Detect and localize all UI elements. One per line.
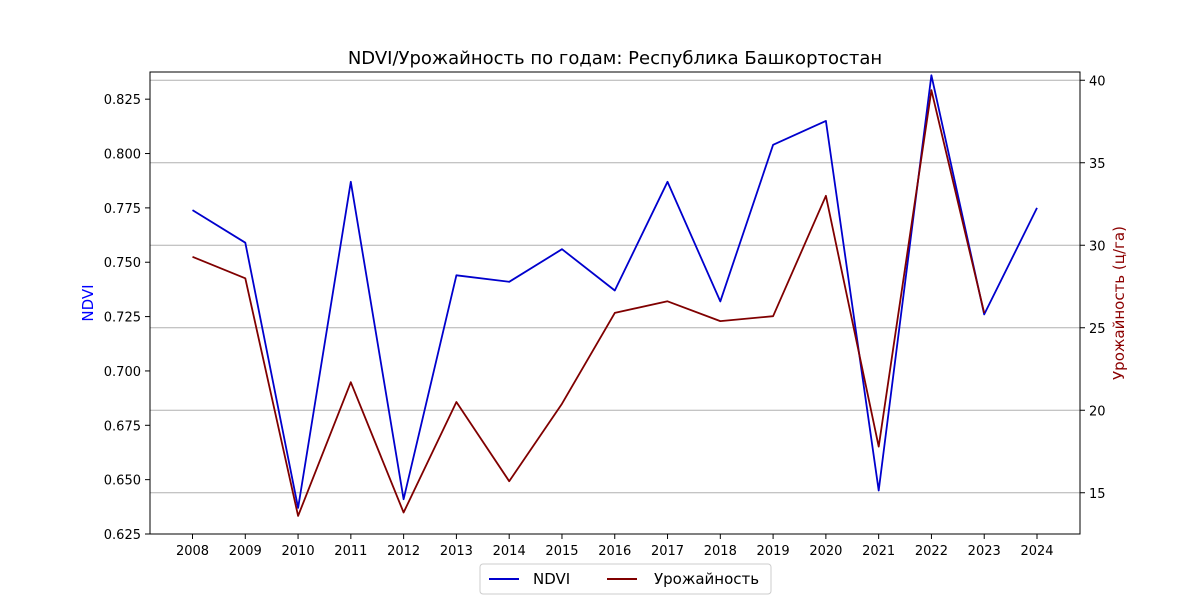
y-right-tick-label: 30	[1089, 239, 1106, 254]
x-tick-label: 2014	[493, 544, 526, 559]
x-tick-label: 2012	[387, 544, 420, 559]
x-tick-label: 2017	[651, 544, 684, 559]
x-tick-label: 2019	[757, 544, 790, 559]
y-left-tick-label: 0.750	[104, 256, 141, 271]
y-left-tick-label: 0.675	[104, 419, 141, 434]
x-tick-label: 2010	[282, 544, 315, 559]
x-tick-label: 2009	[229, 544, 262, 559]
x-tick-label: 2015	[545, 544, 578, 559]
y-right-tick-label: 20	[1089, 404, 1106, 419]
series-line-yield	[192, 89, 986, 517]
x-tick-label: 2024	[1020, 544, 1053, 559]
y-left-tick-label: 0.775	[104, 202, 141, 217]
chart-title: NDVI/Урожайность по годам: Республика Ба…	[348, 48, 882, 69]
y-right-tick-label: 15	[1089, 487, 1106, 502]
x-tick-label: 2020	[809, 544, 842, 559]
y-left-tick-label: 0.800	[104, 148, 141, 163]
legend-label-ndvi: NDVI	[533, 570, 570, 588]
x-tick-label: 2016	[598, 544, 631, 559]
grid	[150, 79, 1080, 494]
y-axis-left: 0.625 0.650 0.675 0.700 0.725 0.750 0.775 0.800…	[104, 93, 150, 543]
y-left-tick-label: 0.625	[104, 528, 141, 543]
y-axis-right: 15 20 25 30 35 40	[1080, 74, 1106, 502]
legend-label-yield: Урожайность	[654, 570, 759, 588]
legend: NDVI Урожайность	[479, 563, 772, 595]
series-layer	[192, 74, 1038, 517]
series-line-ndvi	[192, 74, 1038, 509]
y-left-tick-label: 0.650	[104, 474, 141, 489]
x-tick-label: 2008	[176, 544, 209, 559]
y-left-tick-label: 0.825	[104, 93, 141, 108]
x-tick-label: 2013	[440, 544, 473, 559]
y-axis-right-label: Урожайность (ц/га)	[1110, 226, 1128, 380]
x-tick-label: 2022	[915, 544, 948, 559]
y-left-tick-label: 0.700	[104, 365, 141, 380]
y-right-tick-label: 35	[1089, 157, 1106, 172]
x-axis: 2008 2009 2010 2011 2012 2013 2014 2015 2016 2017…	[176, 534, 1054, 559]
x-tick-label: 2023	[968, 544, 1001, 559]
y-right-tick-label: 40	[1089, 74, 1106, 89]
x-tick-label: 2011	[334, 544, 367, 559]
y-axis-left-label: NDVI	[79, 284, 97, 321]
x-tick-label: 2021	[862, 544, 895, 559]
x-tick-label: 2018	[704, 544, 737, 559]
y-right-tick-label: 25	[1089, 322, 1106, 337]
y-left-tick-label: 0.725	[104, 311, 141, 326]
